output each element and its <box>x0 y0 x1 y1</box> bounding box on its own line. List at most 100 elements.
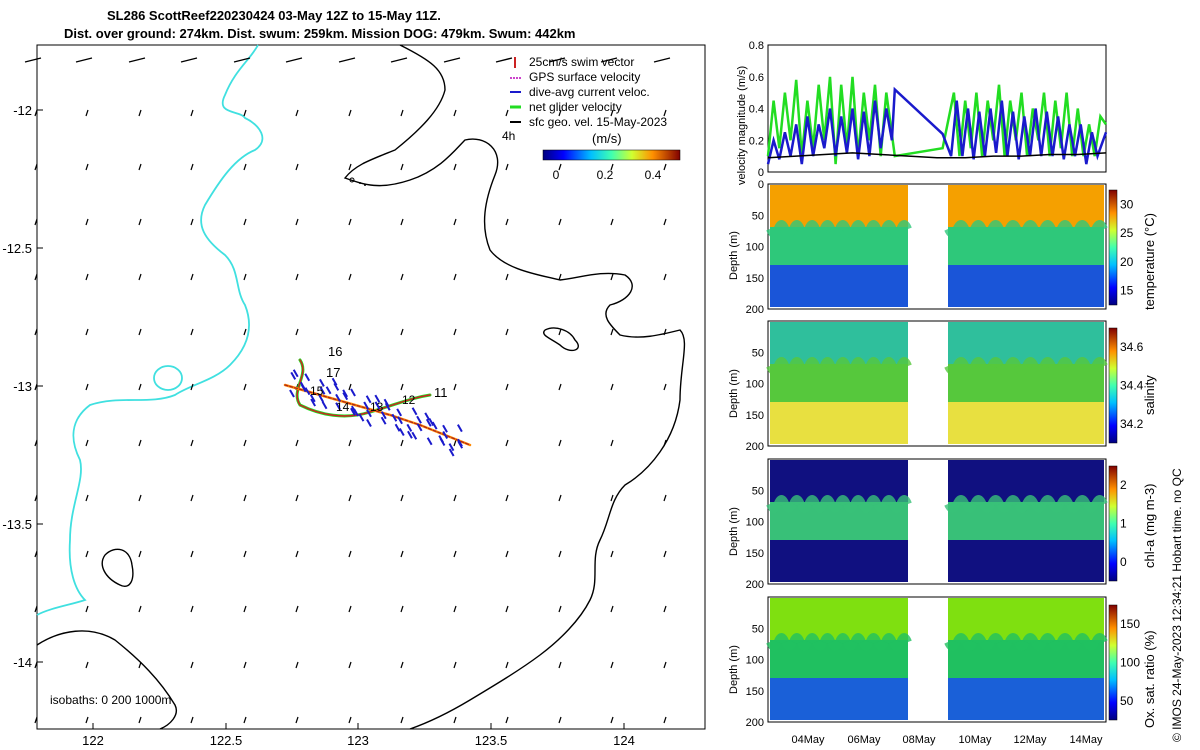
sfc-velocity-arrow <box>610 328 614 336</box>
sfc-velocity-arrow <box>243 439 247 447</box>
current-vector <box>310 398 316 407</box>
sfc-velocity-arrow <box>348 273 352 281</box>
current-vector <box>309 394 316 403</box>
dive-avg-current-vectors <box>289 369 464 457</box>
depth-tick: 200 <box>746 304 764 316</box>
sfc-velocity-arrow <box>34 605 38 613</box>
colorbar-tick: 15 <box>1120 284 1134 298</box>
oxygen-depth-label: Depth (m) <box>728 645 740 694</box>
sfc-velocity-arrow <box>190 273 194 281</box>
sfc-velocity-arrow <box>558 661 562 669</box>
current-vector <box>363 401 370 410</box>
current-vector <box>425 418 432 427</box>
colorbar-tick: 34.4 <box>1120 379 1144 393</box>
current-vector <box>342 389 349 398</box>
depth-tick: 200 <box>746 441 764 453</box>
current-vector <box>342 392 349 401</box>
sfc-velocity-arrow <box>453 716 457 724</box>
current-vector <box>350 388 356 397</box>
heatmap-section <box>766 460 912 582</box>
sfc-velocity-arrow <box>34 383 38 391</box>
sfc-velocity-arrow <box>295 716 299 724</box>
heatmap-section <box>766 598 912 720</box>
current-vector <box>384 402 391 411</box>
sfc-velocity-arrow <box>453 383 457 391</box>
sfc-velocity-arrow <box>243 218 247 226</box>
current-vector <box>335 402 341 411</box>
sfc-velocity-arrow <box>85 273 89 281</box>
sfc-velocity-arrow <box>128 57 146 63</box>
sfc-velocity-arrow <box>505 494 509 502</box>
sfc-velocity-arrow <box>295 328 299 336</box>
sfc-velocity-arrow <box>138 328 142 336</box>
current-vector <box>290 371 297 380</box>
depth-tick: 150 <box>746 410 764 422</box>
map-title-line1: SL286 ScottReef220230424 03-May 12Z to 1… <box>107 8 441 23</box>
depth-tick: 50 <box>752 485 764 497</box>
sfc-velocity-arrow <box>85 605 89 613</box>
current-vector <box>416 415 422 424</box>
sfc-velocity-arrow <box>610 716 614 724</box>
sfc-velocity-arrow <box>190 439 194 447</box>
sfc-velocity-arrow <box>400 494 404 502</box>
sfc-velocity-arrow <box>338 57 356 63</box>
sfc-velocity-arrow <box>400 661 404 669</box>
sfc-velocity-arrow <box>243 383 247 391</box>
sfc-velocity-arrow <box>505 383 509 391</box>
heatmap-section <box>944 460 1108 582</box>
depth-tick: 200 <box>746 717 764 729</box>
legend-net-glider: net glider velocity <box>529 100 622 114</box>
heatmap-section <box>944 598 1108 720</box>
current-vector <box>411 407 418 416</box>
map-axes <box>36 44 706 730</box>
salinity-depth-label: Depth (m) <box>728 369 740 418</box>
svg-text:-14: -14 <box>13 655 32 670</box>
sfc-velocity-arrow <box>85 383 89 391</box>
current-vector <box>292 369 299 378</box>
sfc-velocity-arrow <box>190 163 194 171</box>
current-vector <box>304 373 311 382</box>
sfc-velocity-arrow <box>190 550 194 558</box>
svg-text:123: 123 <box>347 733 369 748</box>
current-vector <box>366 418 372 427</box>
current-vector <box>366 409 372 418</box>
current-vector <box>374 401 381 410</box>
temperature-colorbar-label: temperature (°C) <box>1142 213 1157 310</box>
velocity-ytick: 0.8 <box>749 40 764 52</box>
velocity-ytick: 0.2 <box>749 135 764 147</box>
sfc-velocity-arrow <box>190 218 194 226</box>
current-vector <box>416 423 423 432</box>
sfc-velocity-arrow <box>443 57 461 63</box>
sfc-velocity-arrow <box>34 550 38 558</box>
sfc-velocity-arrow <box>663 494 667 502</box>
sfc-velocity-arrow <box>138 605 142 613</box>
sfc-velocity-arrow <box>453 550 457 558</box>
sfc-velocity-arrow <box>610 273 614 281</box>
sfc-velocity-arrow <box>505 109 509 117</box>
sfc-velocity-arrow <box>400 273 404 281</box>
sfc-velocity-arrow <box>348 661 352 669</box>
sfc-velocity-arrow <box>610 550 614 558</box>
current-vector <box>397 416 403 425</box>
sfc-velocity-arrow <box>548 57 566 63</box>
day-label-12: 12 <box>402 393 416 407</box>
colorbar-tick: 2 <box>1120 478 1127 492</box>
date-tick: 08May <box>902 734 936 746</box>
sfc-velocity-arrow <box>453 218 457 226</box>
current-vector <box>398 428 405 437</box>
sfc-velocity-arrow <box>610 218 614 226</box>
sfc-velocity-arrow <box>505 218 509 226</box>
current-vector <box>380 411 387 420</box>
day-label-14: 14 <box>336 400 350 414</box>
sfc-velocity-arrow <box>138 716 142 724</box>
current-vector <box>457 424 463 433</box>
current-vector <box>428 418 435 426</box>
sfc-velocity-arrow <box>190 661 194 669</box>
sfc-velocity-arrow <box>653 57 671 63</box>
isobath-1000m <box>343 44 686 730</box>
sfc-velocity-arrow <box>610 109 614 117</box>
depth-tick: 100 <box>746 517 764 529</box>
svg-text:-13: -13 <box>13 379 32 394</box>
current-vector <box>289 389 295 398</box>
svg-text:0.2: 0.2 <box>597 168 614 182</box>
